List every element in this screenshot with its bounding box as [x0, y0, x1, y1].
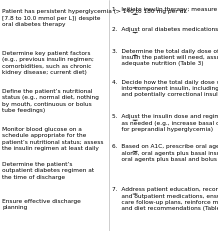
Text: 4.  Decide how the total daily dose will be divided
     into component insulin,: 4. Decide how the total daily dose will … [112, 80, 218, 97]
Text: Determine key patient factors
(e.g., previous insulin regimen;
comorbidities, su: Determine key patient factors (e.g., pre… [2, 51, 94, 75]
Text: Define the patient’s nutritional
status (e.g., normal diet, nothing
by mouth, co: Define the patient’s nutritional status … [2, 89, 99, 113]
Text: 7.  Address patient education, reconcile inpatient
     and outpatient medicatio: 7. Address patient education, reconcile … [112, 187, 218, 211]
Text: Monitor blood glucose on a
schedule appropriate for the
patient’s nutritional st: Monitor blood glucose on a schedule appr… [2, 127, 104, 151]
Text: 6.  Based on A1C, prescribe oral agents
     alone, oral agents plus basal insul: 6. Based on A1C, prescribe oral agents a… [112, 144, 218, 162]
Text: Ensure effective discharge
planning: Ensure effective discharge planning [2, 199, 81, 210]
Text: Patient has persistent hyperglycemia (> 140 to 180 mg per dL
[7.8 to 10.0 mmol p: Patient has persistent hyperglycemia (> … [2, 9, 187, 27]
Text: 5.  Adjust the insulin dose and regimen
     as needed (e.g., increase basal dos: 5. Adjust the insulin dose and regimen a… [112, 114, 218, 132]
Text: 3.  Determine the total daily dose of
     insulin the patient will need, assumi: 3. Determine the total daily dose of ins… [112, 49, 218, 66]
Text: 1.  Initiate insulin therapy; measure A1C: 1. Initiate insulin therapy; measure A1C [112, 7, 218, 12]
Text: Determine the patient’s
outpatient diabetes regimen at
the time of discharge: Determine the patient’s outpatient diabe… [2, 162, 94, 179]
Text: 2.  Adjust oral diabetes medications if necessary: 2. Adjust oral diabetes medications if n… [112, 27, 218, 32]
